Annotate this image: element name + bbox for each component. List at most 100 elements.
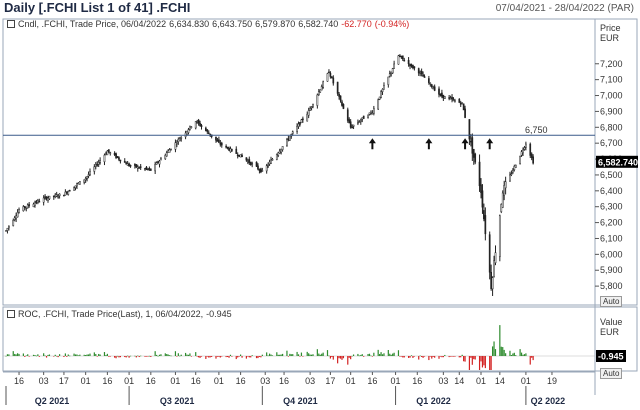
candle-body xyxy=(288,136,291,141)
roc-bar xyxy=(53,356,55,357)
candle-body xyxy=(357,122,359,124)
roc-bar xyxy=(494,349,497,356)
roc-bar xyxy=(499,325,501,356)
roc-axis-label: Value xyxy=(600,317,623,327)
roc-bar xyxy=(63,356,65,358)
roc-bar xyxy=(156,354,158,356)
price-legend-low: 6,579.870 xyxy=(255,19,296,29)
candle-body xyxy=(494,252,497,264)
roc-bar xyxy=(98,353,100,356)
quarter-label: Q4 2021 xyxy=(283,396,318,406)
roc-bar xyxy=(471,356,473,365)
roc-bar xyxy=(166,354,168,356)
date-tick-label: 17 xyxy=(59,376,69,386)
candle-body xyxy=(491,277,494,290)
roc-bar xyxy=(228,356,230,358)
candle-body xyxy=(387,76,390,85)
price-auto-button[interactable]: Auto xyxy=(600,296,623,307)
candle-body xyxy=(451,96,453,100)
candle-body xyxy=(116,156,119,158)
candle-body xyxy=(265,165,268,172)
candle-body xyxy=(119,159,122,162)
roc-bar xyxy=(127,355,129,357)
candle-body xyxy=(339,95,342,101)
roc-bar xyxy=(160,354,162,356)
candle-body xyxy=(349,121,352,128)
candle-body xyxy=(38,200,41,203)
candle-body xyxy=(433,86,436,91)
price-tick-label: 6,100 xyxy=(600,233,623,243)
roc-bar xyxy=(520,352,523,356)
roc-axis-unit: Value EUR xyxy=(600,317,622,337)
roc-bar xyxy=(184,352,187,356)
candle-body xyxy=(438,88,440,95)
candle-body xyxy=(89,171,91,175)
candle-body xyxy=(317,91,320,95)
candle-body xyxy=(351,126,353,129)
roc-bar xyxy=(432,356,434,357)
date-tick-label: 03 xyxy=(438,376,448,386)
legend-square-icon[interactable] xyxy=(7,20,15,28)
roc-bar xyxy=(299,356,301,357)
roc-bar xyxy=(57,356,59,358)
candle-body xyxy=(186,130,188,135)
candle-body xyxy=(490,271,492,289)
roc-bar xyxy=(438,356,440,359)
roc-bar xyxy=(106,353,108,356)
legend-square-icon[interactable] xyxy=(7,310,15,318)
candle-body xyxy=(428,78,430,83)
roc-bar xyxy=(83,354,85,356)
roc-bar xyxy=(258,356,261,357)
roc-bar xyxy=(74,354,77,356)
candle-body xyxy=(329,72,332,77)
roc-bar xyxy=(491,346,494,356)
candle-body xyxy=(187,129,190,133)
candle-body xyxy=(174,142,177,150)
roc-auto-button[interactable]: Auto xyxy=(600,368,623,379)
candle-body xyxy=(83,179,86,183)
roc-legend-series: ROC, .FCHI, Trade Price(Last), 1, 06/04/… xyxy=(18,309,204,319)
roc-bar xyxy=(493,341,495,356)
candle-body xyxy=(57,196,59,198)
roc-bar xyxy=(309,354,311,356)
candle-body xyxy=(93,166,96,172)
roc-bar xyxy=(319,354,321,356)
roc-bar xyxy=(235,356,237,360)
roc-bar xyxy=(37,354,39,356)
candle-body xyxy=(177,139,180,143)
roc-bar xyxy=(206,356,208,357)
roc-bar xyxy=(439,356,442,357)
candle-body xyxy=(126,163,129,166)
roc-bar xyxy=(189,353,191,356)
candle-body xyxy=(42,197,45,203)
roc-bar xyxy=(529,356,531,365)
date-tick-label: 16 xyxy=(367,376,377,386)
roc-bar xyxy=(310,354,313,356)
roc-bar xyxy=(199,356,201,358)
candle-body xyxy=(413,66,416,69)
roc-bar xyxy=(87,354,90,356)
roc-bar xyxy=(505,353,507,356)
candle-body xyxy=(229,148,232,153)
roc-bar xyxy=(357,353,359,356)
roc-bar xyxy=(393,352,395,356)
date-tick-label: 03 xyxy=(260,376,270,386)
quarter-label: Q1 2022 xyxy=(416,396,451,406)
candle-body xyxy=(5,230,7,232)
roc-axis-currency: EUR xyxy=(600,327,620,337)
candle-body xyxy=(77,182,80,185)
candle-body xyxy=(139,166,142,168)
roc-bar xyxy=(64,353,66,356)
roc-bar xyxy=(5,355,7,357)
candle-body xyxy=(397,55,400,65)
roc-bar xyxy=(282,353,284,356)
roc-bar xyxy=(300,352,303,356)
price-legend-close: 6,582.740 xyxy=(298,19,339,29)
candle-body xyxy=(12,219,15,226)
candle-body xyxy=(442,94,445,99)
price-tick-label: 7,000 xyxy=(600,91,623,101)
roc-bar xyxy=(221,356,223,357)
date-tick-label: 14 xyxy=(454,376,464,386)
roc-bar xyxy=(341,356,343,360)
